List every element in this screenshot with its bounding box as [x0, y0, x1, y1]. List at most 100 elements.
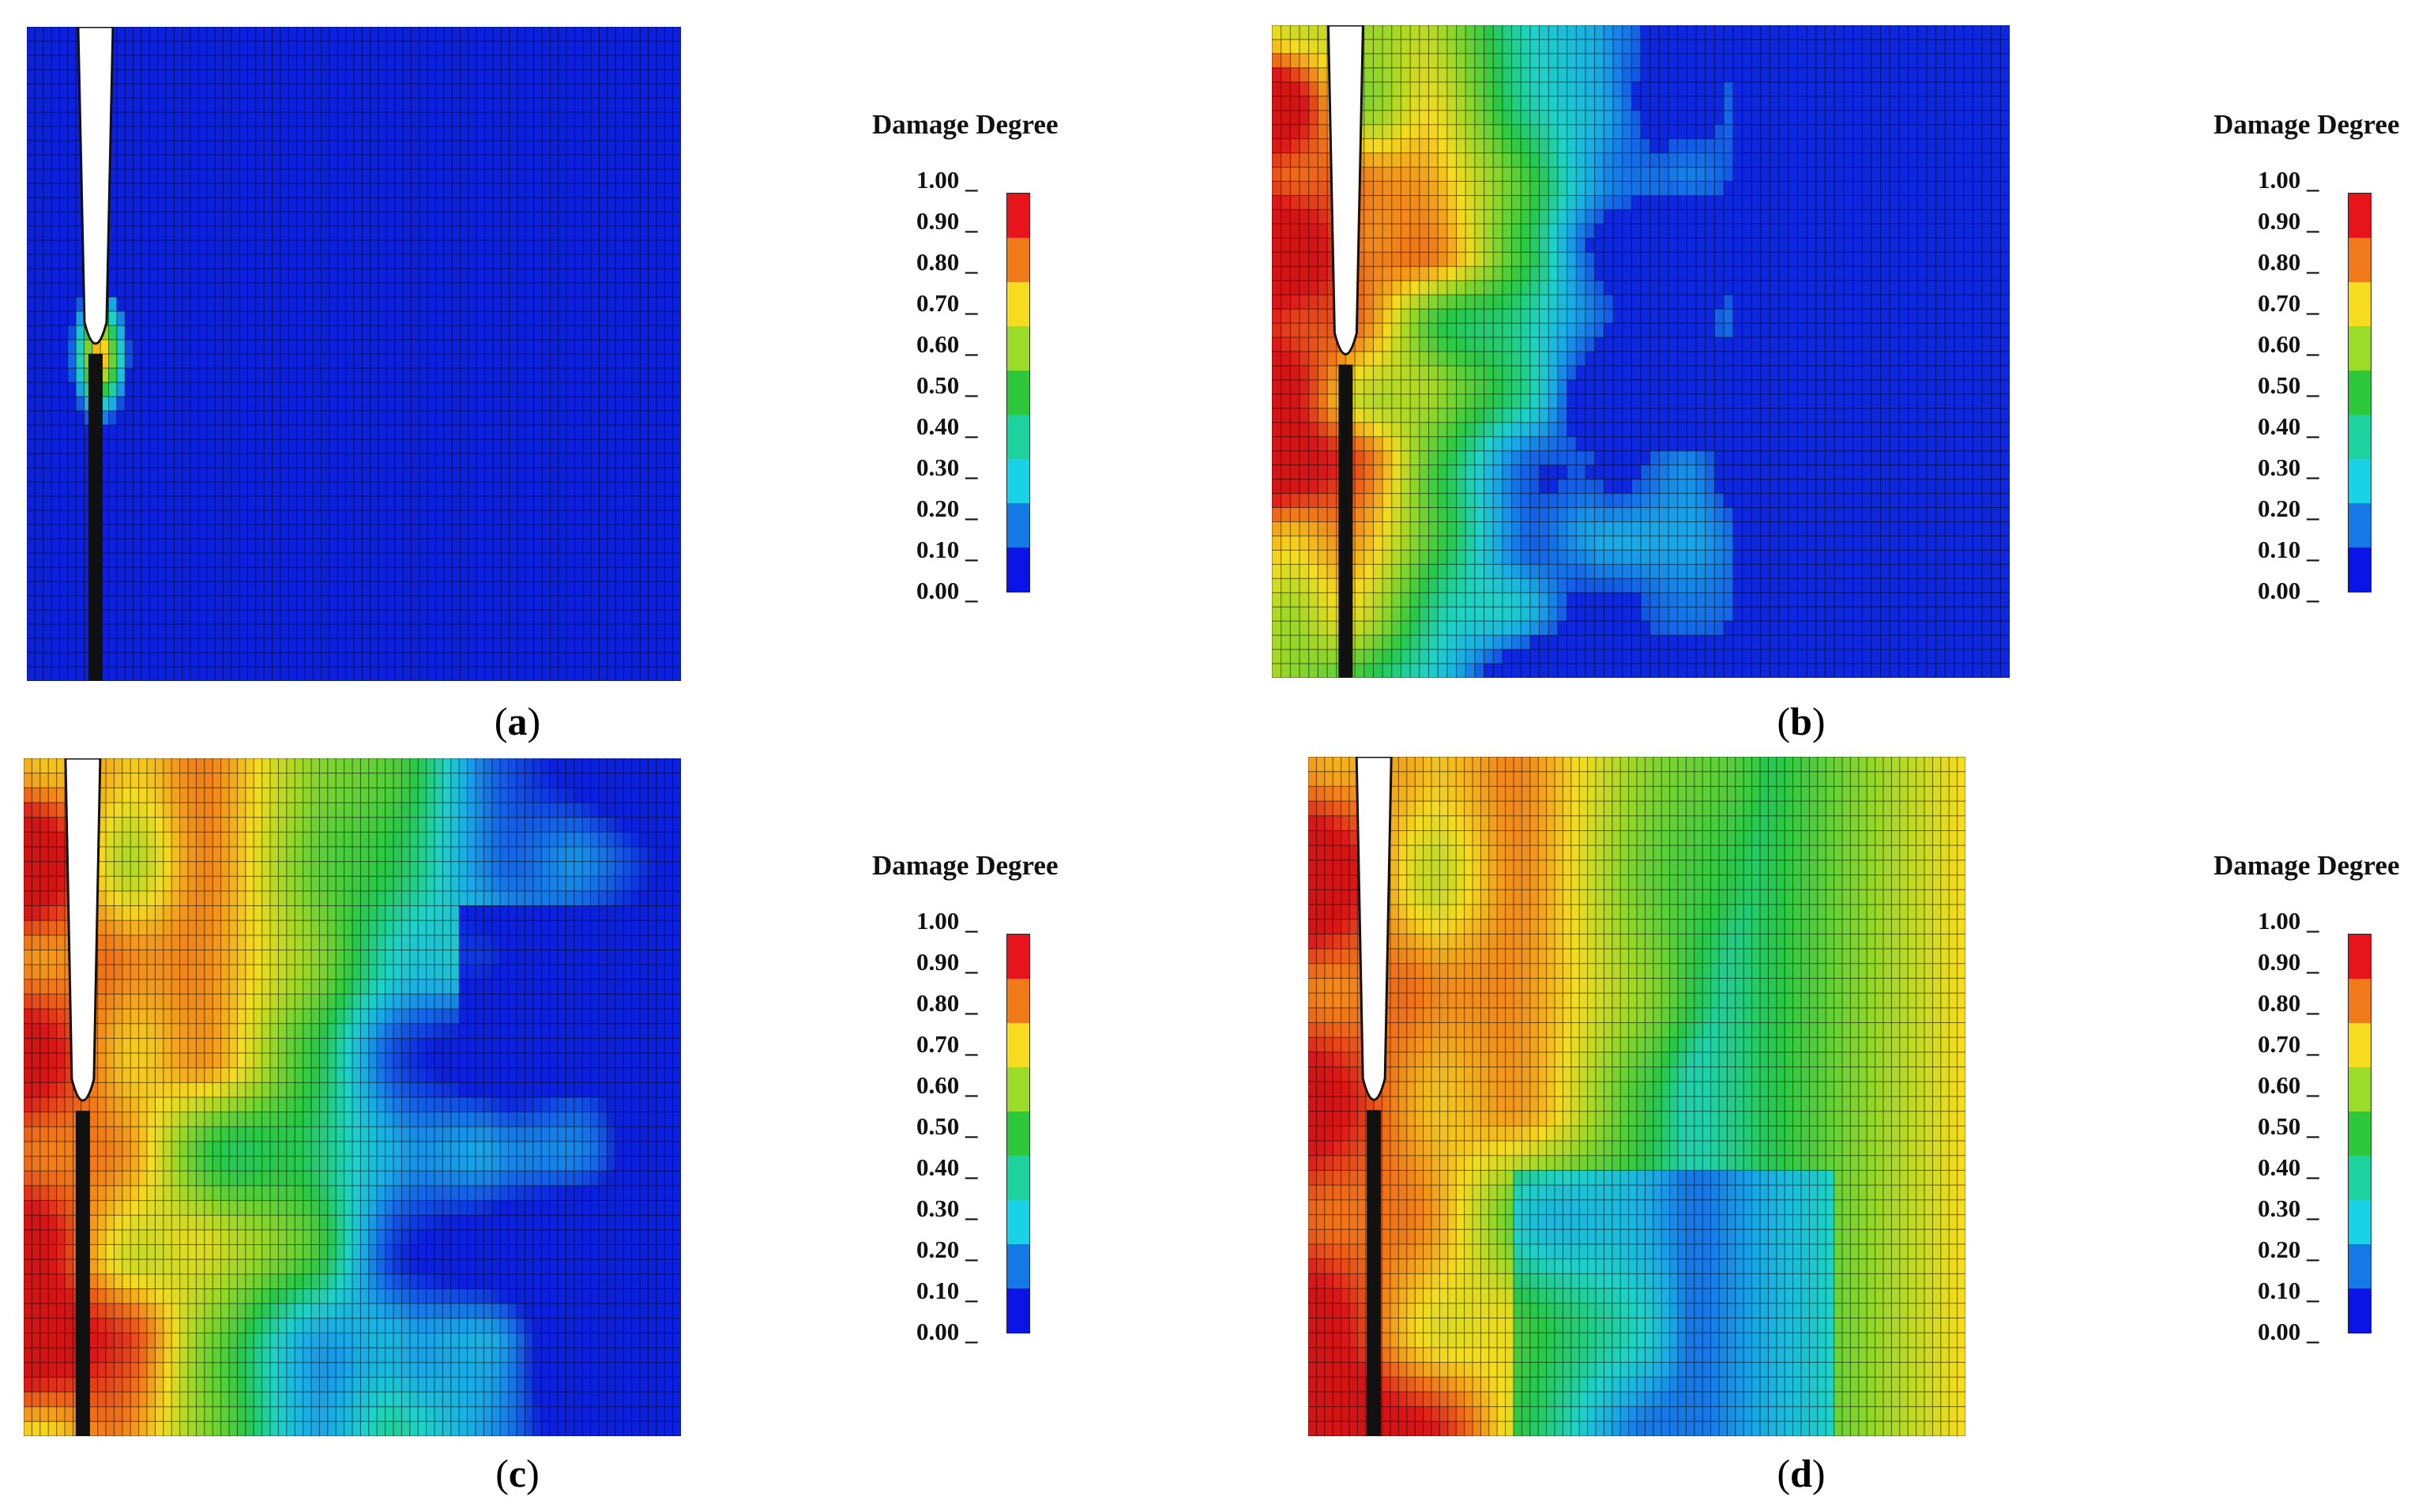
colorbar-tick: 0.50 _ [2258, 371, 2319, 399]
colorbar-title: Damage Degree [2214, 109, 2400, 140]
colorbar-tick: 0.70 _ [916, 1030, 978, 1058]
colorbar-title: Damage Degree [872, 109, 1059, 140]
colorbar-segment [1007, 370, 1029, 415]
colorbar-segment [2349, 502, 2371, 547]
colorbar-tick: 0.00 _ [2258, 577, 2319, 604]
damage-map-a [27, 27, 681, 681]
caption-a: (a) [494, 699, 541, 743]
colorbar-segment [2349, 458, 2371, 503]
colorbar-segment [1007, 325, 1029, 370]
colorbar-tick: 1.00 _ [2258, 907, 2319, 935]
colorbar-tick: 0.60 _ [916, 1071, 978, 1099]
colorbar-segment [2349, 1111, 2371, 1156]
colorbar-tick: 0.20 _ [916, 495, 978, 522]
colorbar-legend-c: Damage Degree 1.00 _ 0.90 _ 0.80 _ 0.70 _ 0.6… [872, 850, 1109, 1356]
colorbar-tick: 0.20 _ [2258, 495, 2319, 522]
colorbar-segment [1007, 1022, 1029, 1067]
colorbar-tick: 0.60 _ [2258, 330, 2319, 358]
colorbar-segment [2349, 237, 2371, 282]
colorbar-tick: 0.50 _ [2258, 1112, 2319, 1140]
caption-d: (d) [1777, 1451, 1826, 1495]
colorbar-tick: 0.90 _ [916, 948, 978, 976]
colorbar-segment [1007, 1066, 1029, 1111]
mesh-grid [1272, 25, 2010, 678]
colorbar-legend-d: Damage Degree 1.00 _ 0.90 _ 0.80 _ 0.70 _ 0.6… [2214, 850, 2411, 1356]
crack [1326, 25, 1364, 678]
colorbar-tick: 0.70 _ [2258, 1030, 2319, 1058]
colorbar-tick: 0.90 _ [2258, 207, 2319, 235]
colorbar [2348, 192, 2372, 592]
colorbar-segment [1007, 414, 1029, 459]
colorbar-segment [2349, 325, 2371, 370]
colorbar-tick: 0.90 _ [916, 207, 978, 235]
damage-map-d [1308, 757, 1965, 1436]
colorbar-segment [1007, 502, 1029, 547]
colorbar-segment [2349, 1155, 2371, 1200]
mesh-grid [1308, 757, 1965, 1436]
colorbar-segment [1007, 1111, 1029, 1156]
colorbar-segment [2349, 1199, 2371, 1244]
colorbar-segment [2349, 1022, 2371, 1067]
colorbar-tick: 1.00 _ [916, 166, 978, 194]
colorbar-title: Damage Degree [872, 850, 1059, 881]
colorbar-tick: 0.40 _ [916, 1153, 978, 1181]
colorbar-segment [2349, 547, 2371, 592]
colorbar-segment [2349, 978, 2371, 1023]
colorbar-segment [1007, 458, 1029, 503]
colorbar-tick: 0.80 _ [2258, 989, 2319, 1017]
mesh-grid [24, 758, 681, 1436]
colorbar-segment [2349, 281, 2371, 326]
colorbar-tick: 0.90 _ [2258, 948, 2319, 976]
colorbar [1006, 933, 1030, 1333]
colorbar-segment [2349, 414, 2371, 459]
crack [77, 27, 115, 681]
colorbar-tick: 0.00 _ [916, 577, 978, 604]
colorbar-tick: 1.00 _ [2258, 166, 2319, 194]
colorbar-tick: 0.30 _ [2258, 453, 2319, 481]
colorbar-segment [2349, 1243, 2371, 1288]
colorbar [1006, 192, 1030, 592]
colorbar-segment [1007, 1243, 1029, 1288]
colorbar-tick: 0.20 _ [916, 1236, 978, 1263]
colorbar-tick: 0.80 _ [916, 989, 978, 1017]
colorbar-segment [1007, 978, 1029, 1023]
colorbar-tick: 0.40 _ [2258, 412, 2319, 440]
colorbar-segment [2349, 934, 2371, 979]
colorbar-segment [2349, 1066, 2371, 1111]
colorbar-tick: 0.50 _ [916, 371, 978, 399]
colorbar-tick: 0.60 _ [916, 330, 978, 358]
colorbar-tick: 0.20 _ [2258, 1236, 2319, 1263]
colorbar-tick: 0.30 _ [916, 453, 978, 481]
caption-b: (b) [1777, 699, 1826, 743]
colorbar-segment [1007, 547, 1029, 592]
colorbar-tick: 0.70 _ [2258, 289, 2319, 317]
colorbar-tick: 0.60 _ [2258, 1071, 2319, 1099]
colorbar-tick: 0.00 _ [2258, 1318, 2319, 1345]
crack [64, 758, 102, 1436]
colorbar-segment [1007, 934, 1029, 979]
damage-map-c [24, 758, 681, 1436]
caption-c: (c) [495, 1451, 540, 1495]
colorbar-tick: 0.80 _ [2258, 248, 2319, 276]
colorbar-tick: 0.30 _ [916, 1194, 978, 1222]
colorbar-tick: 0.10 _ [2258, 536, 2319, 563]
colorbar-segment [1007, 1155, 1029, 1200]
colorbar-title: Damage Degree [2214, 850, 2400, 881]
colorbar-segment [1007, 193, 1029, 238]
colorbar-segment [1007, 281, 1029, 326]
colorbar-tick: 0.40 _ [2258, 1153, 2319, 1181]
colorbar-tick: 0.50 _ [916, 1112, 978, 1140]
colorbar-legend-a: Damage Degree 1.00 _ 0.90 _ 0.80 _ 0.70 _ 0.6… [872, 109, 1109, 615]
colorbar-segment [2349, 370, 2371, 415]
colorbar [2348, 933, 2372, 1333]
colorbar-tick: 0.80 _ [916, 248, 978, 276]
colorbar-tick: 0.10 _ [916, 1277, 978, 1304]
colorbar-tick: 0.70 _ [916, 289, 978, 317]
colorbar-tick: 0.00 _ [916, 1318, 978, 1345]
mesh-grid [27, 27, 681, 681]
colorbar-segment [2349, 193, 2371, 238]
damage-map-b [1272, 25, 2010, 678]
colorbar-segment [1007, 1288, 1029, 1333]
colorbar-legend-b: Damage Degree 1.00 _ 0.90 _ 0.80 _ 0.70 _ 0.6… [2214, 109, 2411, 615]
colorbar-tick: 0.30 _ [2258, 1194, 2319, 1222]
